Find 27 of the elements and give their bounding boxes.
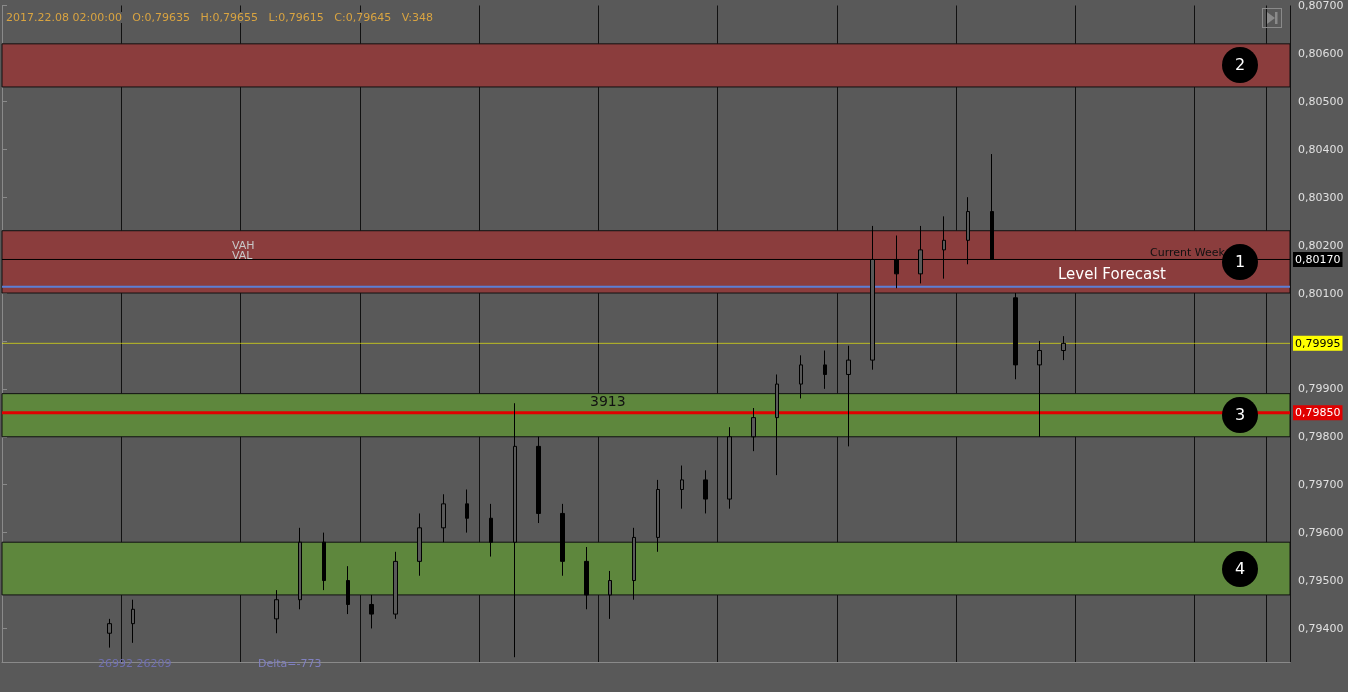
annotation: VAH: [232, 239, 255, 252]
y-tick-label: 0,80200: [1298, 238, 1344, 252]
y-tick-label: 0,79400: [1298, 621, 1344, 635]
y-tick-label: 0,80600: [1298, 46, 1344, 60]
y-tick-label: 0,79900: [1298, 382, 1344, 396]
annotation: Delta=-773: [258, 657, 322, 670]
annotation: 2017.22.08 02:00:00 O:0,79635 H:0,79655 L:0,79615 C:0,79645 V:348: [6, 11, 433, 24]
y-tick-label: 0,79700: [1298, 478, 1344, 492]
annotation: 3913: [590, 393, 626, 409]
y-tick-label: 0,79800: [1298, 430, 1344, 444]
ref-line-label: Level Forecast: [1058, 264, 1166, 283]
y-tick-label: 0,79600: [1298, 526, 1344, 540]
y-tick-label: 0,80500: [1298, 94, 1344, 108]
y-tick-label: 0,80300: [1298, 190, 1344, 204]
annotation: VAL: [232, 249, 254, 262]
ref-line-label: 0,79995: [1295, 336, 1341, 350]
y-tick-label: 0,80700: [1298, 0, 1344, 12]
ref-line-label: 0,80170: [1295, 252, 1341, 266]
ref-line-label: 0,79850: [1295, 406, 1341, 420]
annotation: 26992 26209: [98, 657, 172, 670]
band-label: 3: [1234, 405, 1246, 425]
band-label: 4: [1234, 558, 1246, 578]
y-tick-label: 0,80400: [1298, 142, 1344, 156]
band-label: 1: [1234, 251, 1246, 271]
band-label: 2: [1234, 55, 1246, 75]
y-tick-label: 0,79500: [1298, 574, 1344, 588]
y-tick-label: 0,80100: [1298, 286, 1344, 300]
